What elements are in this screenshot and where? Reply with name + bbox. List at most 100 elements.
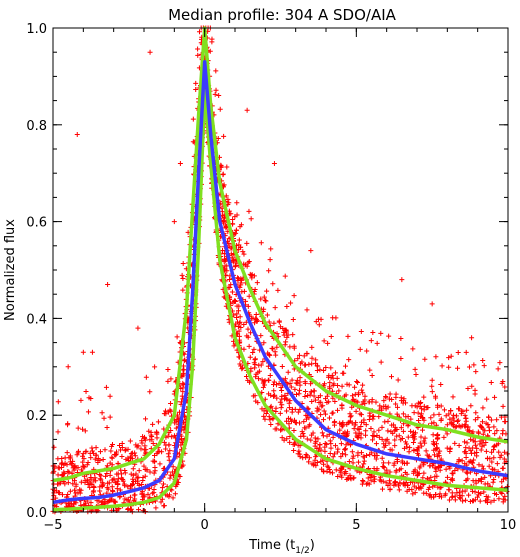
data-point: [179, 272, 185, 278]
data-point: [93, 445, 99, 451]
data-point: [165, 451, 171, 457]
data-point: [285, 369, 291, 375]
data-point: [429, 383, 435, 389]
data-point: [122, 468, 128, 474]
x-tick-label: 0: [201, 518, 209, 533]
data-point: [220, 172, 226, 178]
data-point: [468, 448, 474, 454]
data-point: [299, 359, 305, 365]
data-point: [357, 411, 363, 417]
data-point: [180, 380, 186, 386]
data-point: [104, 463, 110, 469]
data-point: [410, 346, 416, 352]
data-point: [309, 398, 315, 404]
data-point: [303, 412, 309, 418]
data-point: [342, 446, 348, 452]
data-point: [320, 433, 326, 439]
data-point: [437, 448, 443, 454]
data-point: [429, 301, 435, 307]
data-point: [358, 431, 364, 437]
data-point: [277, 399, 283, 405]
data-point: [272, 305, 278, 311]
data-point: [181, 367, 187, 373]
data-point: [422, 356, 428, 362]
data-point: [466, 445, 472, 451]
data-point: [324, 463, 330, 469]
data-point: [161, 503, 167, 509]
data-point: [70, 458, 76, 464]
data-point: [274, 344, 280, 350]
data-point: [276, 381, 282, 387]
data-point: [278, 427, 284, 433]
data-point: [381, 398, 387, 404]
data-point: [288, 384, 294, 390]
data-point: [461, 449, 467, 455]
data-point: [356, 390, 362, 396]
data-point: [364, 348, 370, 354]
data-point: [452, 467, 458, 473]
data-point: [117, 443, 123, 449]
data-point: [196, 29, 202, 35]
data-point: [97, 488, 103, 494]
data-point: [236, 328, 242, 334]
data-point: [244, 107, 250, 113]
data-point: [59, 460, 65, 466]
data-point: [60, 492, 66, 498]
data-point: [245, 334, 251, 340]
data-point: [385, 483, 391, 489]
data-point: [56, 465, 62, 471]
data-point: [408, 416, 414, 422]
data-point: [444, 474, 450, 480]
data-point: [382, 419, 388, 425]
data-point: [260, 384, 266, 390]
data-point: [321, 338, 327, 344]
data-point: [471, 457, 477, 463]
data-point: [240, 365, 246, 371]
data-point: [346, 458, 352, 464]
data-point: [371, 413, 377, 419]
data-point: [284, 408, 290, 414]
data-point: [56, 490, 62, 496]
data-point: [282, 328, 288, 334]
data-point: [391, 422, 397, 428]
data-point: [289, 377, 295, 383]
data-point: [414, 473, 420, 479]
data-point: [308, 248, 314, 254]
data-point: [423, 448, 429, 454]
data-point: [465, 424, 471, 430]
data-point: [231, 343, 237, 349]
data-point: [489, 449, 495, 455]
data-point: [338, 441, 344, 447]
data-point: [358, 424, 364, 430]
data-point: [373, 441, 379, 447]
data-point: [236, 303, 242, 309]
data-point: [127, 494, 133, 500]
data-point: [316, 316, 322, 322]
data-point: [262, 297, 268, 303]
data-point: [477, 438, 483, 444]
data-point: [472, 417, 478, 423]
data-point: [145, 491, 151, 497]
data-point: [111, 499, 117, 505]
data-point: [421, 490, 427, 496]
data-point: [235, 275, 241, 281]
data-point: [350, 453, 356, 459]
data-point: [395, 377, 401, 383]
data-point: [107, 472, 113, 478]
data-point: [383, 394, 389, 400]
data-point: [350, 396, 356, 402]
data-point: [114, 471, 120, 477]
data-point: [431, 412, 437, 418]
data-point: [486, 424, 492, 430]
data-point: [109, 443, 115, 449]
data-point: [448, 353, 454, 359]
data-point: [309, 361, 315, 367]
data-point: [119, 475, 125, 481]
data-point: [264, 312, 270, 318]
data-point: [73, 465, 79, 471]
data-point: [140, 434, 146, 440]
data-point: [195, 52, 201, 58]
data-point: [488, 380, 494, 386]
data-point: [343, 392, 349, 398]
data-point: [384, 467, 390, 473]
